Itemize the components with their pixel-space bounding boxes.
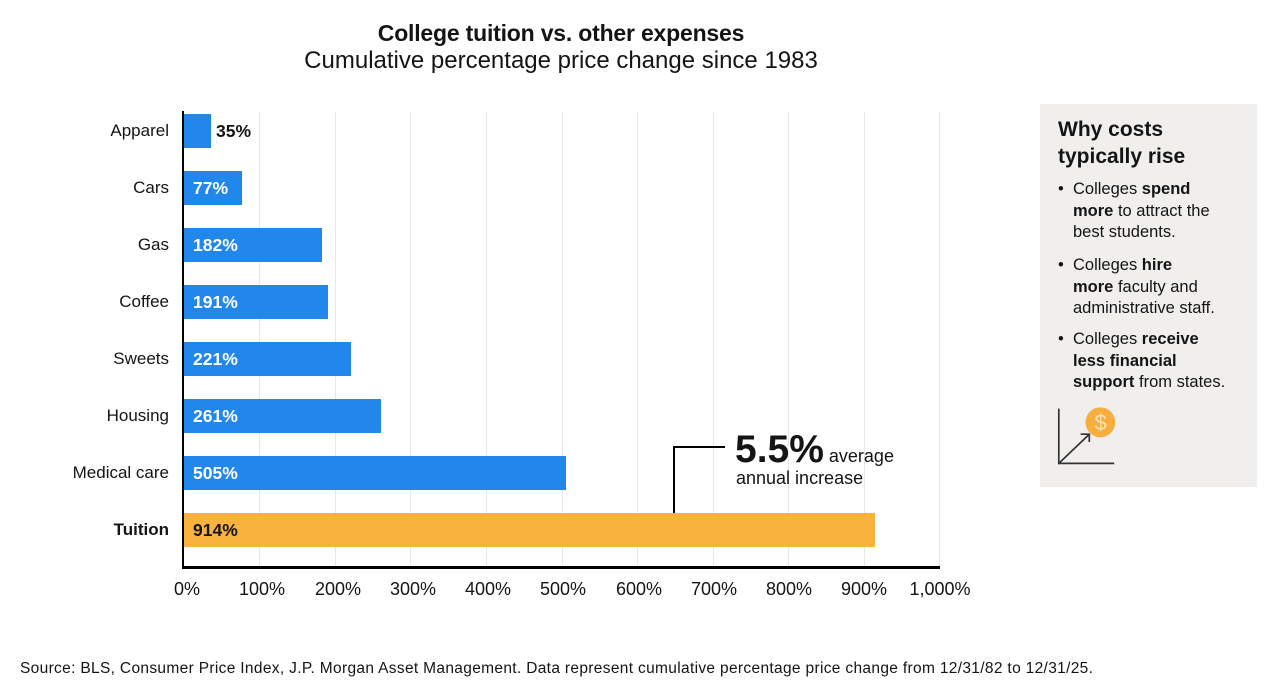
svg-text:$: $	[1094, 410, 1106, 435]
